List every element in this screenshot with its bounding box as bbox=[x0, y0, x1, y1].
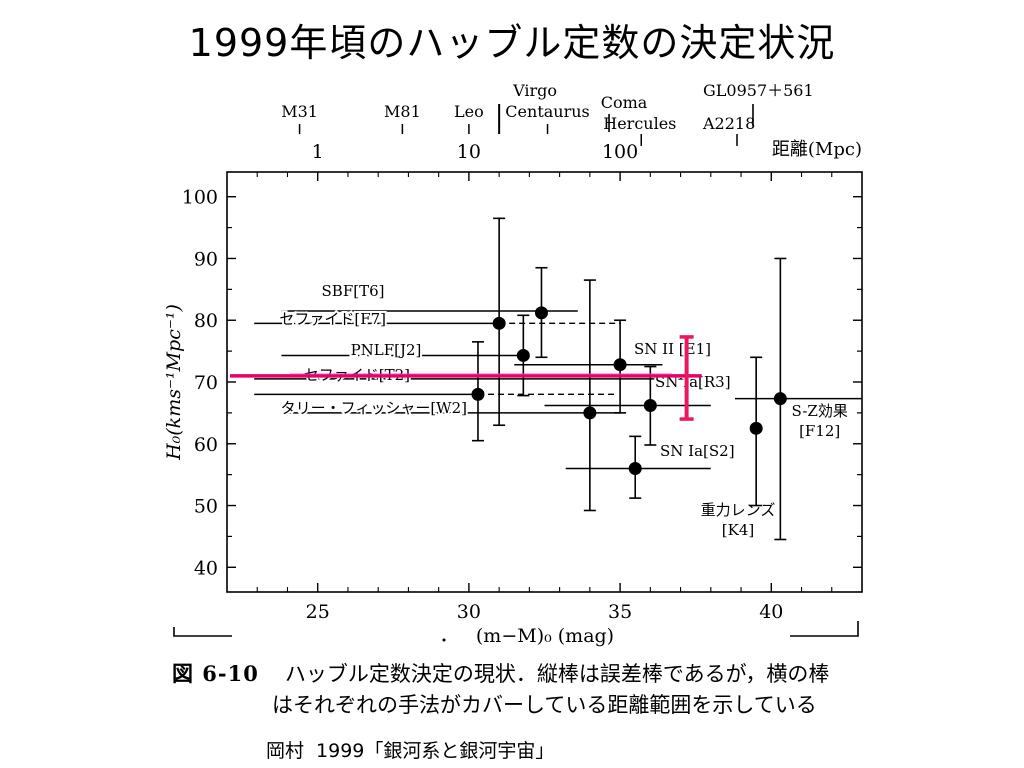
y-tick-label: 90 bbox=[194, 248, 218, 270]
x-tick-label: 35 bbox=[608, 601, 632, 623]
range-label: タリー・フィッシャー[W2] bbox=[281, 399, 467, 417]
data-point bbox=[613, 358, 627, 372]
range-label: PNLF[J2] bbox=[351, 341, 422, 359]
y-tick-label: 100 bbox=[182, 187, 218, 209]
credit-author: 岡村 bbox=[266, 740, 305, 762]
range-label: SBF[T6] bbox=[322, 282, 385, 300]
top-tick-label: 1 bbox=[312, 141, 324, 163]
source-credit: 岡村 1999「銀河系と銀河宇宙」 bbox=[266, 736, 566, 763]
annotation-label: S-Z効果 bbox=[792, 402, 848, 420]
galaxy-label: M31 bbox=[281, 102, 318, 121]
x-tick-label: 40 bbox=[759, 601, 783, 623]
data-point bbox=[773, 392, 787, 406]
data-point bbox=[643, 398, 657, 412]
data-point bbox=[492, 316, 506, 330]
data-point bbox=[749, 421, 763, 435]
x-axis-bracket-left bbox=[173, 627, 232, 637]
x-axis-bracket-right bbox=[790, 621, 859, 637]
galaxy-label: A2218 bbox=[702, 114, 755, 133]
galaxy-label: GL0957＋561 bbox=[703, 81, 814, 100]
x-tick-label: 25 bbox=[306, 601, 330, 623]
figure-caption: 図 6-10 ハッブル定数決定の現状．縦棒は誤差棒であるが，横の棒 はそれぞれの手… bbox=[172, 658, 872, 721]
galaxy-label: Hercules bbox=[603, 114, 676, 133]
range-label: SN Ia[S2] bbox=[660, 442, 735, 460]
y-tick-label: 60 bbox=[194, 434, 218, 456]
caption-line-1: ハッブル定数決定の現状．縦棒は誤差棒であるが，横の棒 bbox=[284, 662, 830, 686]
axis-dot bbox=[442, 638, 446, 642]
top-axis-label: 距離(Mpc) bbox=[772, 139, 862, 160]
annotation-label: 重力レンズ bbox=[701, 501, 776, 519]
y-tick-label: 70 bbox=[194, 372, 218, 394]
caption-line-2: はそれぞれの手法がカバーしている距離範囲を示している bbox=[272, 693, 817, 717]
galaxy-label: Coma bbox=[601, 93, 648, 112]
galaxy-label: M81 bbox=[384, 102, 421, 121]
credit-title: 1999「銀河系と銀河宇宙」 bbox=[316, 740, 555, 762]
data-point bbox=[471, 387, 485, 401]
figure-number: 図 6-10 bbox=[172, 661, 259, 686]
y-tick-label: 40 bbox=[194, 557, 218, 579]
top-tick-label: 100 bbox=[602, 141, 638, 163]
galaxy-label: Virgo bbox=[512, 81, 557, 100]
galaxy-label: Centaurus bbox=[505, 102, 589, 121]
annotation-ref: [K4] bbox=[722, 521, 754, 539]
x-tick-label: 30 bbox=[457, 601, 481, 623]
annotation-ref: [F12] bbox=[799, 422, 840, 440]
y-tick-label: 80 bbox=[194, 310, 218, 332]
range-label: SN II [E1] bbox=[634, 340, 711, 358]
data-point bbox=[583, 406, 597, 420]
data-point bbox=[534, 306, 548, 320]
y-tick-label: 50 bbox=[194, 496, 218, 518]
galaxy-label: Leo bbox=[454, 102, 484, 121]
data-point bbox=[516, 348, 530, 362]
slide-title: 1999年頃のハッブル定数の決定状況 bbox=[188, 21, 836, 65]
y-axis-label: H₀(kms⁻¹Mpc⁻¹) bbox=[163, 304, 185, 461]
range-label: セファイド[F7] bbox=[279, 310, 386, 328]
data-point bbox=[628, 461, 642, 475]
x-axis-label: (m−M)₀ (mag) bbox=[476, 625, 614, 647]
top-tick-label: 10 bbox=[457, 141, 481, 163]
